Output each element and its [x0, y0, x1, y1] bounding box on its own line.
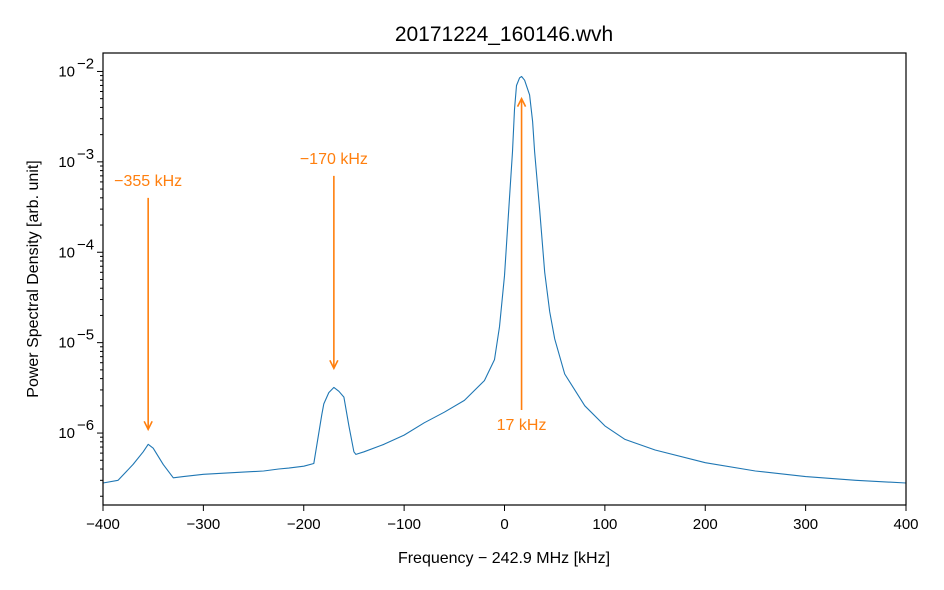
- y-tick-label: 10: [58, 244, 75, 261]
- x-tick-label: −200: [287, 516, 321, 533]
- y-tick-exponent: −5: [77, 327, 94, 344]
- x-tick-label: 100: [592, 516, 617, 533]
- y-tick-label: 10: [58, 154, 75, 171]
- x-tick-label: 300: [793, 516, 818, 533]
- chart-title: 20171224_160146.wvh: [395, 23, 613, 46]
- y-tick-exponent: −4: [77, 236, 94, 253]
- y-tick-label: 10: [58, 425, 75, 442]
- x-tick-label: −400: [86, 516, 120, 533]
- y-tick-exponent: −2: [77, 55, 94, 72]
- plot-frame: [102, 52, 907, 506]
- x-tick-label: 0: [500, 516, 508, 533]
- y-tick-label: 10: [58, 63, 75, 80]
- x-tick-label: −300: [186, 516, 220, 533]
- x-tick-label: 200: [693, 516, 718, 533]
- annotation: 17 kHz: [497, 96, 547, 434]
- x-tick-label: −100: [387, 516, 421, 533]
- series-layer: [102, 75, 907, 484]
- annotation-label: 17 kHz: [497, 417, 547, 434]
- annotations: −355 kHz −170 kHz 17 kHz: [114, 96, 547, 434]
- annotation: −170 kHz: [300, 151, 368, 371]
- y-tick-exponent: −3: [77, 146, 94, 163]
- annotation-arrowhead: [516, 96, 527, 108]
- annotation-label: −170 kHz: [300, 151, 368, 168]
- annotation-label: −355 kHz: [114, 173, 182, 190]
- psd-series-line: [102, 75, 907, 484]
- annotation-arrowhead: [329, 359, 339, 371]
- x-tick-label: 400: [893, 516, 918, 533]
- annotation-arrowhead: [143, 420, 153, 432]
- x-axis-label: Frequency − 242.9 MHz [kHz]: [398, 550, 610, 567]
- y-tick-label: 10: [58, 335, 75, 352]
- y-axis-label: Power Spectral Density [arb. unit]: [25, 160, 42, 397]
- y-tick-exponent: −6: [77, 417, 94, 434]
- annotation: −355 kHz: [114, 173, 182, 432]
